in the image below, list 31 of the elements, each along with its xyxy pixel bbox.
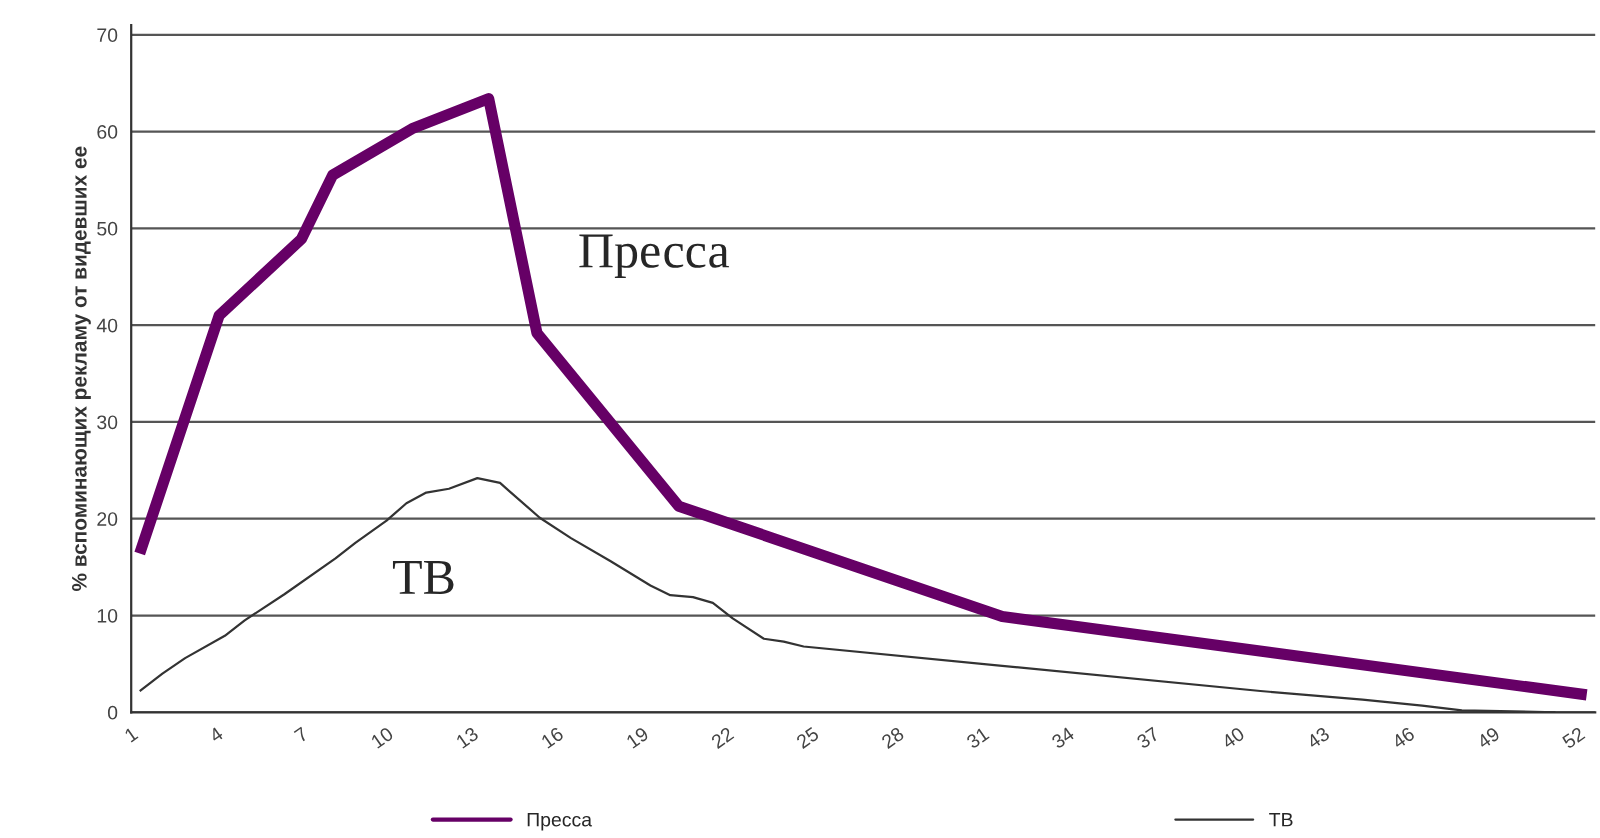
x-tick-label: 34 xyxy=(1050,726,1076,750)
y-tick-label: 60 xyxy=(97,125,118,139)
x-tick-label: 46 xyxy=(1390,726,1416,750)
x-tick-label: 37 xyxy=(1135,726,1160,750)
legend-label: ТВ xyxy=(1269,812,1293,827)
y-tick-label: 10 xyxy=(97,608,118,623)
y-tick-label: 20 xyxy=(97,512,118,526)
x-tick-label: 4 xyxy=(208,726,224,743)
y-axis-title: % вспоминающих рекламу от видевших ее xyxy=(72,146,91,591)
x-tick-label: 7 xyxy=(293,726,309,743)
x-tick-label: 25 xyxy=(795,726,820,750)
y-tick-label: 30 xyxy=(97,415,118,430)
x-tick-label: 13 xyxy=(455,726,480,749)
x-tick-label: 22 xyxy=(710,726,735,749)
x-tick-label: 43 xyxy=(1305,726,1331,750)
x-tick-label: 16 xyxy=(540,726,565,749)
x-tick-label: 31 xyxy=(965,726,990,750)
y-tick-label: 0 xyxy=(107,705,118,720)
annotation: ТВ xyxy=(392,561,454,594)
legend-label: Пресса xyxy=(527,812,593,831)
annotation: Пресса xyxy=(579,234,730,279)
x-tick-label: 40 xyxy=(1220,726,1246,750)
x-tick-label: 52 xyxy=(1561,726,1586,750)
x-tick-label: 10 xyxy=(370,726,395,749)
x-tick-label: 1 xyxy=(123,726,139,743)
x-tick-label: 28 xyxy=(880,726,905,750)
y-tick-label: 50 xyxy=(97,221,118,236)
x-tick-label: 49 xyxy=(1476,726,1501,750)
y-tick-label: 70 xyxy=(97,28,118,43)
x-tick-label: 19 xyxy=(625,726,650,749)
y-tick-label: 40 xyxy=(96,318,118,333)
